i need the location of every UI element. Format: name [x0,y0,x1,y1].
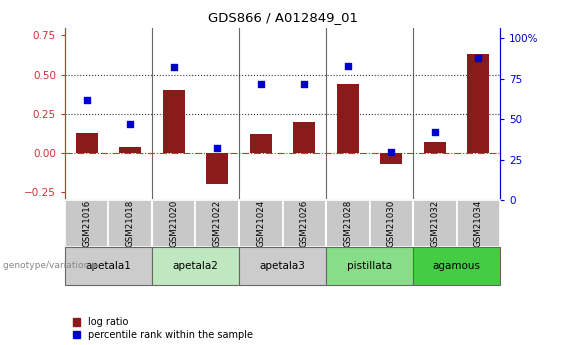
Bar [457,200,500,247]
Bar [413,200,457,247]
Bar [293,122,315,153]
Bar [326,247,413,285]
Bar [108,200,152,247]
Bar [152,200,195,247]
Bar [380,153,402,164]
Bar [337,84,359,153]
Text: agamous: agamous [433,261,480,270]
Bar [163,90,185,153]
Bar [152,247,239,285]
Bar [239,247,326,285]
Bar [65,247,152,285]
Bar [250,134,272,153]
Bar [195,200,239,247]
Point [430,129,439,135]
Point [256,81,265,87]
Point [299,81,308,87]
Bar [326,200,370,247]
Text: genotype/variation ▶: genotype/variation ▶ [3,261,99,270]
Text: GSM21032: GSM21032 [431,200,439,247]
Point [343,63,352,69]
Point [212,146,221,151]
Text: pistillata: pistillata [347,261,392,270]
Bar [65,200,108,247]
Title: GDS866 / A012849_01: GDS866 / A012849_01 [207,11,358,24]
Bar [206,153,228,185]
Legend: log ratio, percentile rank within the sample: log ratio, percentile rank within the sa… [73,317,253,340]
Text: GSM21018: GSM21018 [126,200,134,247]
Point [169,65,178,70]
Text: GSM21016: GSM21016 [82,200,91,247]
Text: apetala3: apetala3 [259,261,306,270]
Text: GSM21028: GSM21028 [344,200,352,247]
Bar [239,200,282,247]
Text: GSM21020: GSM21020 [170,200,178,247]
Point [386,149,396,154]
Bar [119,147,141,153]
Bar [282,200,326,247]
Bar [76,133,98,153]
Text: GSM21022: GSM21022 [213,200,221,247]
Bar [370,200,413,247]
Text: GSM21034: GSM21034 [474,200,483,247]
Text: apetala1: apetala1 [85,261,132,270]
Point [125,121,134,127]
Bar [467,54,489,153]
Text: GSM21026: GSM21026 [300,200,308,247]
Text: GSM21024: GSM21024 [257,200,265,247]
Bar [424,142,446,153]
Bar [413,247,500,285]
Point [82,97,92,102]
Text: apetala2: apetala2 [172,261,219,270]
Point [473,55,483,61]
Text: GSM21030: GSM21030 [387,200,396,247]
